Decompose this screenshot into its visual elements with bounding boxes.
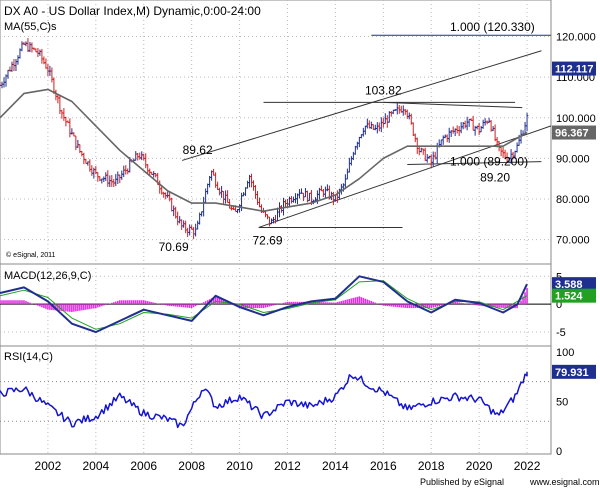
series: [0, 38, 529, 429]
year-tick-label: 2012: [274, 459, 301, 473]
chart-title: DX A0 - US Dollar Index,M) Dynamic,0:00-…: [4, 4, 261, 18]
macd-line: [0, 275, 528, 334]
year-tick-label: 2004: [82, 459, 109, 473]
year-tick-label: 2010: [226, 459, 253, 473]
year-tick-label: 2018: [418, 459, 445, 473]
year-tick-label: 2008: [178, 459, 205, 473]
lower-channel-line: [258, 125, 552, 228]
svg-text:3.588: 3.588: [555, 279, 583, 291]
price-value-tag: 112.117: [552, 61, 596, 76]
macd-signal-line: [0, 280, 528, 330]
price-annotation: 70.69: [159, 240, 189, 254]
year-tick-label: 2014: [322, 459, 349, 473]
axes: 70.00080.00090.000100.000110.000120.0001…: [35, 20, 596, 473]
trend-drawings: [181, 34, 552, 228]
rsi-line: [0, 371, 528, 429]
year-tick-label: 2002: [35, 459, 62, 473]
ma55-line: [0, 88, 528, 212]
price-annotation: 1.000 (89.200): [450, 155, 528, 169]
rsi-tick-label: 100: [556, 347, 574, 359]
macd-value-tag: 1.524: [552, 288, 596, 303]
footer-site: www.esignal.com: [529, 477, 600, 487]
year-tick-label: 2006: [130, 459, 157, 473]
price-bar: [525, 112, 529, 132]
year-tick-label: 2022: [514, 459, 541, 473]
rsi-tick-label: 0: [556, 446, 562, 458]
price-tick-label: 80.000: [556, 194, 590, 206]
price-annotation: 89.62: [183, 143, 213, 157]
rsi-tick-label: 50: [556, 396, 568, 408]
svg-text:1.524: 1.524: [555, 291, 583, 303]
price-annotation: 103.82: [365, 83, 402, 97]
macd-tick-label: 0: [556, 299, 562, 311]
copyright-text: © eSignal, 2011: [6, 251, 56, 259]
price-annotation: 1.000 (120.330): [450, 20, 535, 34]
svg-text:79.931: 79.931: [555, 367, 589, 379]
svg-text:96.367: 96.367: [555, 128, 589, 140]
price-tick-label: 70.000: [556, 235, 590, 247]
support-89-line: [407, 161, 542, 165]
rsi-indicator-label: RSI(14,C): [4, 351, 53, 363]
resistance-slope-line: [383, 101, 523, 109]
rsi-panel: [0, 345, 552, 455]
macd-indicator-label: MACD(12,26,9,C): [4, 270, 91, 282]
year-tick-label: 2020: [466, 459, 493, 473]
macd-tick-label: -5: [556, 327, 566, 339]
footer-published: Published by eSignal: [420, 477, 504, 487]
price-annotation: 72.69: [253, 234, 283, 248]
price-value-tag: 96.367: [552, 125, 596, 140]
price-tick-label: 100.000: [556, 113, 596, 125]
svg-text:112.117: 112.117: [555, 64, 594, 76]
macd-value-tag: 3.588: [552, 277, 596, 292]
ma-indicator-label: MA(55,C)s: [4, 21, 57, 33]
price-tick-label: 90.000: [556, 153, 590, 165]
price-tick-label: 120.000: [556, 32, 596, 44]
price-annotation: 89.20: [480, 171, 510, 185]
rsi-value-tag: 79.931: [552, 364, 596, 379]
upper-channel-line: [181, 50, 542, 161]
year-tick-label: 2016: [370, 459, 397, 473]
